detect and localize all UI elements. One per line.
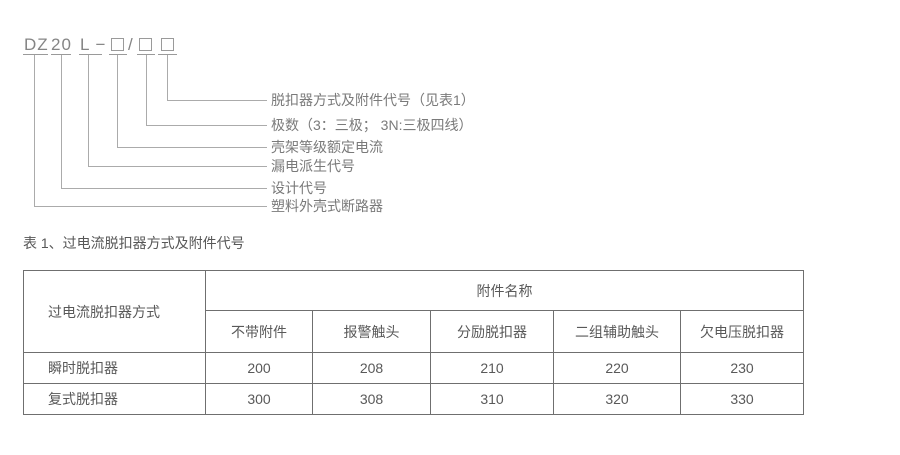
leader-vertical-poles [146,55,147,125]
leader-horizontal-poles [146,125,267,126]
label-frame-rated-current: 壳架等级额定电流 [271,139,383,155]
accessory-code-table: 过电流脱扣器方式 附件名称 不带附件 报警触头 分励脱扣器 二组辅助触头 欠电压… [23,270,805,415]
leader-horizontal-design [61,188,267,189]
row-label: 瞬时脱扣器 [23,352,206,384]
table-row-compound: 复式脱扣器 300 308 310 320 330 [23,383,805,415]
column-header-undervoltage-release: 欠电压脱扣器 [679,310,805,353]
model-code-prefix: DZ [24,35,49,54]
table-cell: 200 [205,352,313,384]
underline-design [51,54,71,55]
leader-vertical-trip [167,55,168,100]
underline-box-1 [109,54,127,55]
leader-horizontal-trip [167,100,267,101]
code-placeholder-box-current [111,38,124,51]
table-cell: 330 [679,383,805,415]
code-placeholder-box-trip [161,38,174,51]
column-header-alarm-contact: 报警触头 [312,310,431,353]
leader-horizontal-current [117,147,267,148]
leader-vertical-leakage [88,55,89,166]
column-header-no-accessory: 不带附件 [205,310,313,353]
table-cell: 308 [312,383,431,415]
column-header-shunt-release: 分励脱扣器 [430,310,554,353]
underline-box-2 [137,54,155,55]
underline-prefix [23,54,48,55]
label-molded-case-breaker: 塑料外壳式断路器 [271,198,383,214]
corner-header-cell: 过电流脱扣器方式 [23,270,206,353]
leader-horizontal-leakage [88,166,267,167]
table-title: 表 1、过电流脱扣器方式及附件代号 [23,235,245,251]
table-row-instantaneous: 瞬时脱扣器 200 208 210 220 230 [23,352,805,384]
table-cell: 320 [553,383,681,415]
label-leakage-derived-code: 漏电派生代号 [271,158,355,174]
underline-box-3 [158,54,177,55]
table-cell: 208 [312,352,431,384]
group-header-cell: 附件名称 [204,270,805,311]
leader-horizontal-prefix [34,206,267,207]
leader-vertical-design [61,55,62,188]
table-cell: 230 [679,352,805,384]
label-trip-accessory-code: 脱扣器方式及附件代号（见表1） [271,92,475,108]
row-label: 复式脱扣器 [23,383,206,415]
leader-vertical-current [117,55,118,147]
model-code-design: 20 [51,35,72,54]
code-placeholder-box-poles [139,38,152,51]
table-cell: 300 [205,383,313,415]
table-cell: 220 [553,352,681,384]
table-header-group-row: 过电流脱扣器方式 附件名称 [23,270,805,353]
model-code-separator: / [128,35,134,54]
label-design-code: 设计代号 [271,180,327,196]
underline-leakage [79,54,102,55]
column-header-aux-contacts: 二组辅助触头 [553,310,681,353]
model-code-leakage: L − [80,35,107,54]
label-pole-number: 极数（3：三极； 3N:三极四线） [271,117,473,133]
table-cell: 310 [430,383,554,415]
table-cell: 210 [430,352,554,384]
leader-vertical-prefix [34,55,35,206]
